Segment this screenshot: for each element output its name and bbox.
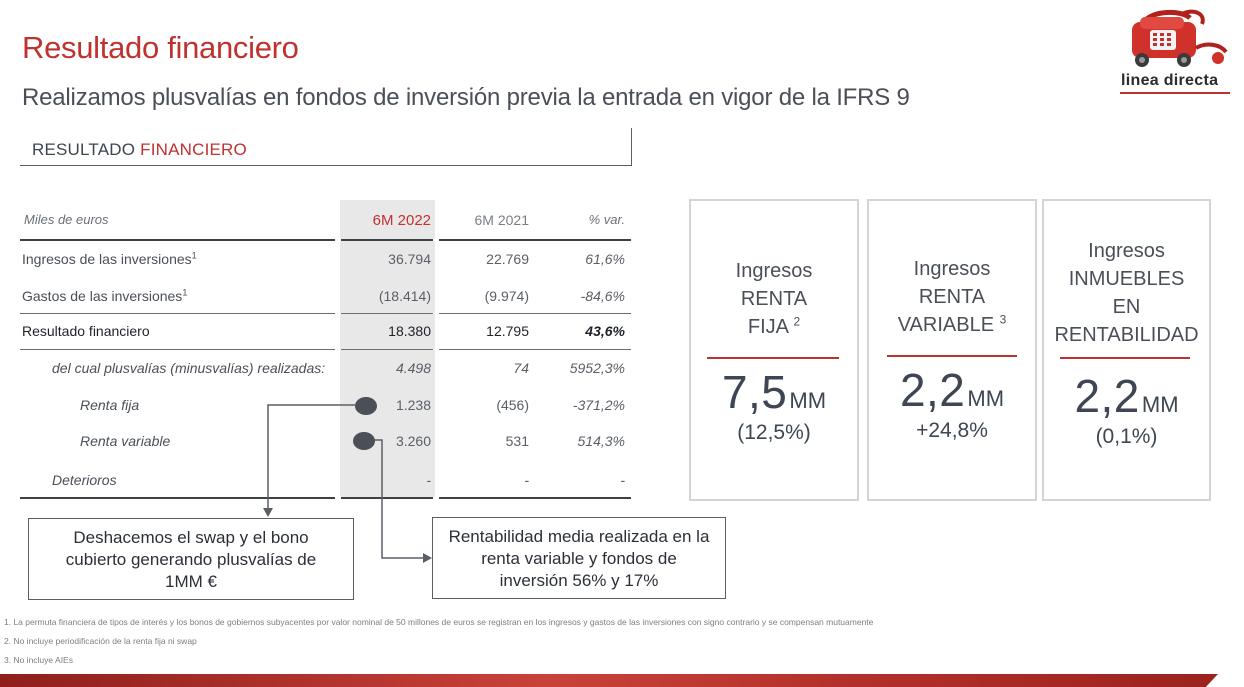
table-header-row: Miles de euros 6M 2022 6M 2021 % var. — [20, 202, 631, 238]
table-row: Renta variable 3.260 531 514,3% — [20, 423, 631, 459]
footnote-3: 3. No incluye AIEs — [4, 655, 73, 665]
cell-var: - — [620, 472, 625, 488]
card-change: +24,8% — [916, 419, 988, 442]
bottom-brand-bar — [0, 674, 1218, 687]
cell-var: 61,6% — [585, 251, 625, 267]
row-label: Gastos de las inversiones1 — [22, 287, 188, 304]
cell-6m-2022: 1.238 — [395, 397, 431, 413]
cell-6m-2021: 12.795 — [486, 323, 529, 339]
card-change: (12,5%) — [737, 421, 811, 444]
cell-6m-2021: 22.769 — [486, 251, 529, 267]
footnote-1: 1. La permuta financiera de tipos de int… — [4, 617, 874, 627]
brand-name: linea directa — [1121, 72, 1219, 89]
card-value: 7,5MM — [721, 366, 827, 418]
row-label: Renta variable — [80, 433, 171, 449]
page-subtitle: Realizamos plusvalías en fondos de inver… — [22, 84, 910, 111]
cell-var: 514,3% — [577, 433, 625, 449]
section-label-accent: FINANCIERO — [140, 140, 247, 159]
row-label: Resultado financiero — [22, 323, 150, 339]
cell-6m-2022: 4.498 — [395, 360, 431, 376]
cell-6m-2021: (456) — [496, 397, 529, 413]
cell-6m-2021: (9.974) — [484, 288, 529, 304]
cell-6m-2022: 18.380 — [388, 323, 431, 339]
table-row: del cual plusvalías (minusvalías) realiz… — [20, 350, 631, 386]
card-renta-variable: Ingresos RENTA VARIABLE 3 2,2MM +24,8% — [867, 199, 1037, 501]
row-label: Ingresos de las inversiones1 — [22, 250, 197, 267]
total-divider — [20, 349, 631, 350]
units-label: Miles de euros — [24, 212, 109, 227]
cell-6m-2021: - — [524, 472, 529, 488]
row-label: Renta fija — [80, 397, 140, 413]
table-bottom-rule — [20, 497, 631, 499]
card-rule — [1060, 357, 1190, 359]
table-row: Ingresos de las inversiones1 36.794 22.7… — [20, 241, 631, 277]
section-header: RESULTADO FINANCIERO — [20, 128, 632, 166]
renta-variable-marker — [353, 432, 375, 450]
cell-var: 5952,3% — [569, 360, 625, 376]
cell-6m-2021: 531 — [505, 433, 529, 449]
table-row: Gastos de las inversiones1 (18.414) (9.9… — [20, 278, 631, 314]
table-header-divider — [20, 239, 631, 241]
card-rule — [887, 355, 1017, 357]
cell-6m-2022: - — [426, 472, 431, 488]
renta-fija-marker — [355, 397, 377, 415]
card-value: 2,2MM — [1074, 370, 1179, 422]
card-value: 2,2MM — [899, 364, 1005, 416]
rentabilidad-callout: Rentabilidad media realizada en la renta… — [432, 517, 726, 599]
cell-6m-2022: 3.260 — [395, 433, 431, 449]
table-row-total: Resultado financiero 18.380 12.795 43,6% — [20, 313, 631, 349]
row-label: Deterioros — [52, 472, 117, 488]
table-row: Renta fija 1.238 (456) -371,2% — [20, 387, 631, 423]
card-inmuebles: Ingresos INMUEBLES EN RENTABILIDAD 2,2MM… — [1042, 199, 1211, 501]
cell-var: 43,6% — [585, 323, 625, 339]
cell-6m-2022: 36.794 — [388, 251, 431, 267]
column-header-6m-2022: 6M 2022 — [372, 212, 431, 229]
footnote-2: 2. No incluye periodificación de la rent… — [4, 636, 197, 646]
column-header-var: % var. — [588, 212, 625, 227]
card-renta-fija: Ingresos RENTA FIJA 2 7,5MM (12,5%) — [689, 199, 859, 501]
card-change: (0,1%) — [1095, 425, 1158, 448]
cell-6m-2022: (18.414) — [378, 288, 431, 304]
subtotal-divider — [20, 313, 631, 314]
page-title: Resultado financiero — [22, 30, 299, 65]
card-rule — [707, 357, 839, 359]
column-header-6m-2021: 6M 2021 — [474, 212, 529, 228]
cell-var: -84,6% — [580, 288, 625, 304]
brand-underline — [1120, 92, 1230, 94]
card-heading: Ingresos RENTA FIJA 2 — [735, 260, 813, 338]
section-label: RESULTADO FINANCIERO — [32, 140, 247, 160]
card-heading: Ingresos INMUEBLES EN RENTABILIDAD — [1054, 240, 1199, 346]
brand-logo: linea directa — [1118, 8, 1234, 94]
table-row: Deterioros - - - — [20, 462, 631, 498]
card-heading: Ingresos RENTA VARIABLE 3 — [897, 258, 1007, 336]
swap-callout: Deshacemos el swap y el bono cubierto ge… — [28, 518, 354, 600]
red-telephone-on-wheels-icon — [1132, 9, 1228, 67]
section-label-plain: RESULTADO — [32, 140, 141, 159]
row-label: del cual plusvalías (minusvalías) realiz… — [52, 360, 326, 376]
cell-6m-2021: 74 — [513, 360, 529, 376]
cell-var: -371,2% — [572, 397, 625, 413]
